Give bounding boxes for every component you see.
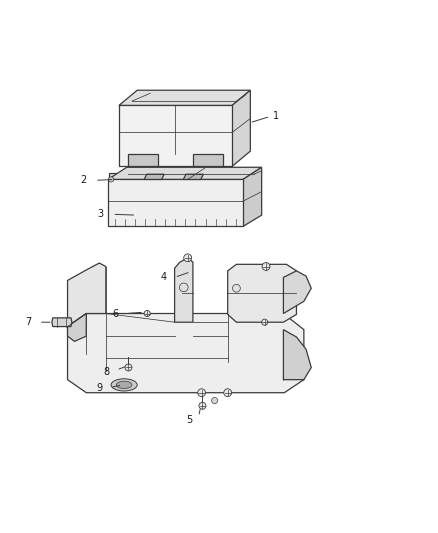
Circle shape [224,389,232,397]
Circle shape [233,284,240,292]
Polygon shape [108,180,243,227]
Circle shape [180,283,188,292]
Polygon shape [108,167,261,180]
Polygon shape [67,313,86,341]
Circle shape [109,177,114,182]
Polygon shape [110,173,131,183]
Text: 5: 5 [187,415,193,425]
Polygon shape [184,174,203,180]
Circle shape [262,263,270,270]
Polygon shape [52,318,72,327]
Text: 7: 7 [25,317,31,327]
Polygon shape [193,154,223,166]
Polygon shape [119,106,232,166]
Ellipse shape [111,379,137,391]
Ellipse shape [116,381,132,389]
Text: 9: 9 [96,383,102,393]
Text: 2: 2 [80,175,86,185]
Polygon shape [175,258,193,322]
Text: 8: 8 [103,367,110,377]
Circle shape [184,254,191,262]
Text: 3: 3 [98,209,104,219]
Polygon shape [283,329,311,379]
Circle shape [212,398,218,403]
Circle shape [125,364,132,371]
Text: 4: 4 [161,272,167,282]
Circle shape [261,319,268,325]
Polygon shape [127,154,158,166]
Circle shape [144,310,150,317]
Circle shape [198,389,205,397]
Text: 6: 6 [112,309,118,319]
Polygon shape [243,167,261,227]
Polygon shape [283,271,311,313]
Polygon shape [144,174,164,180]
Polygon shape [232,90,251,166]
Circle shape [199,402,206,409]
Polygon shape [228,264,297,322]
Polygon shape [67,263,106,327]
Polygon shape [119,90,251,106]
Text: 1: 1 [273,111,279,122]
Polygon shape [67,313,304,393]
